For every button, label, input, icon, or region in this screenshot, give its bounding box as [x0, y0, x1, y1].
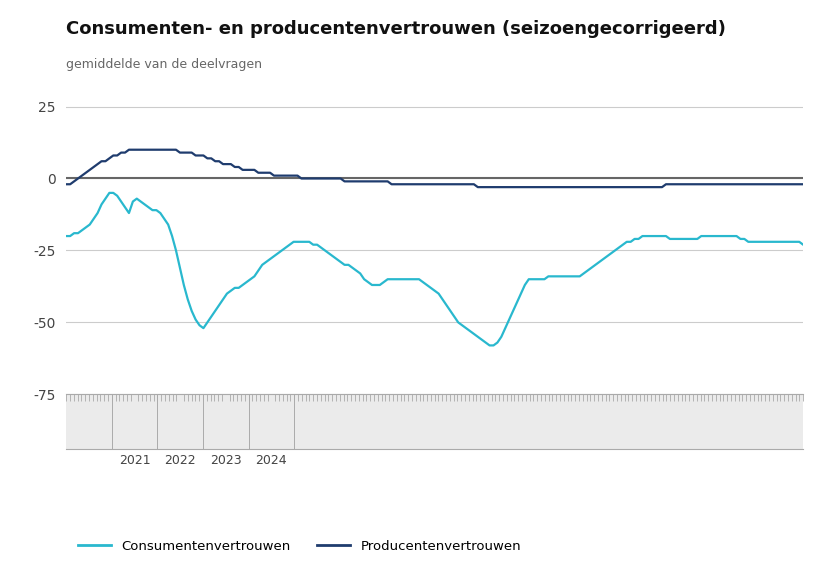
Legend: Consumentenvertrouwen, Producentenvertrouwen: Consumentenvertrouwen, Producentenvertro…	[73, 535, 526, 558]
Text: Consumenten- en producentenvertrouwen (seizoengecorrigeerd): Consumenten- en producentenvertrouwen (s…	[66, 20, 725, 38]
Text: gemiddelde van de deelvragen: gemiddelde van de deelvragen	[66, 58, 262, 71]
